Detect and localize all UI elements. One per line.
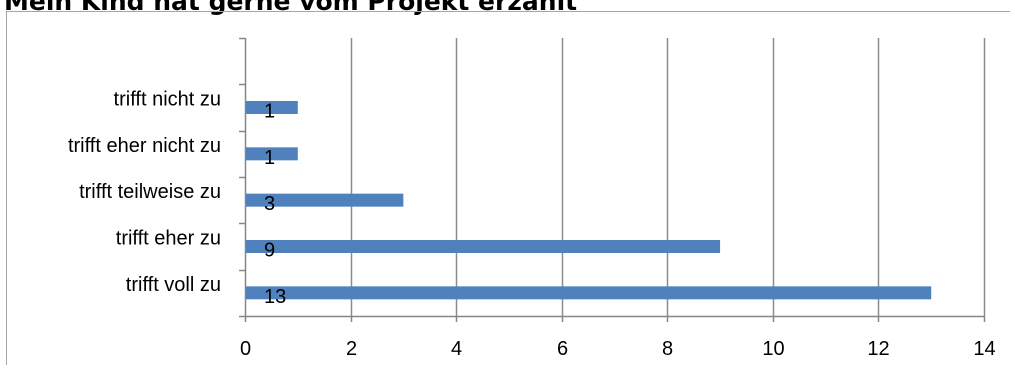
x-tick-label-10: 10	[762, 338, 784, 360]
category-label-0: trifft voll zu	[126, 274, 221, 296]
bar-0	[246, 286, 932, 300]
x-tick-label-14: 14	[973, 338, 995, 360]
value-label-3: 1	[264, 147, 275, 169]
chart-title: Mein Kind hat gerne vom Projekt erzählt	[4, 0, 578, 16]
bar-2	[246, 193, 404, 207]
x-tick-label-12: 12	[867, 338, 889, 360]
value-label-4: 1	[264, 101, 275, 123]
category-label-1: trifft eher zu	[116, 228, 221, 250]
bar-3	[246, 147, 298, 161]
category-label-2: trifft teilweise zu	[79, 181, 221, 203]
value-label-0: 13	[264, 286, 286, 308]
x-tick-label-6: 6	[557, 338, 568, 360]
bar-1	[246, 240, 721, 253]
bars	[246, 101, 932, 300]
x-tick-label-0: 0	[240, 338, 251, 360]
x-tick-label-8: 8	[662, 338, 673, 360]
category-label-4: trifft nicht zu	[114, 89, 221, 111]
value-label-1: 9	[264, 240, 275, 262]
x-tick-label-2: 2	[346, 338, 357, 360]
category-label-3: trifft eher nicht zu	[68, 135, 221, 157]
gridlines	[350, 38, 986, 316]
value-label-2: 3	[264, 193, 275, 215]
axes	[239, 37, 986, 322]
x-tick-label-4: 4	[451, 338, 462, 360]
bar-4	[246, 101, 298, 114]
chart-frame	[6, 11, 1010, 365]
